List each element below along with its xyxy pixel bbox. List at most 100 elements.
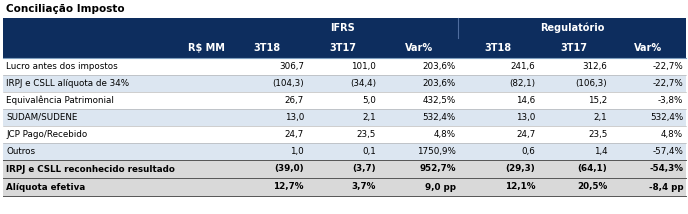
FancyBboxPatch shape xyxy=(458,38,538,58)
FancyBboxPatch shape xyxy=(227,58,307,75)
Text: Equivalência Patrimonial: Equivalência Patrimonial xyxy=(6,96,114,105)
Text: 306,7: 306,7 xyxy=(279,62,304,71)
FancyBboxPatch shape xyxy=(227,143,307,160)
FancyBboxPatch shape xyxy=(379,75,458,92)
FancyBboxPatch shape xyxy=(307,75,379,92)
Text: Alíquota efetiva: Alíquota efetiva xyxy=(6,183,85,192)
FancyBboxPatch shape xyxy=(3,160,227,178)
Text: 1,4: 1,4 xyxy=(594,147,608,156)
FancyBboxPatch shape xyxy=(3,92,227,109)
FancyBboxPatch shape xyxy=(379,109,458,126)
FancyBboxPatch shape xyxy=(307,160,379,178)
FancyBboxPatch shape xyxy=(227,126,307,143)
FancyBboxPatch shape xyxy=(379,126,458,143)
FancyBboxPatch shape xyxy=(227,178,307,196)
Text: SUDAM/SUDENE: SUDAM/SUDENE xyxy=(6,113,78,122)
Text: (39,0): (39,0) xyxy=(275,165,304,174)
FancyBboxPatch shape xyxy=(538,126,610,143)
Text: R$ MM: R$ MM xyxy=(188,43,224,53)
Text: 24,7: 24,7 xyxy=(516,130,535,139)
Text: IFRS: IFRS xyxy=(330,23,355,33)
FancyBboxPatch shape xyxy=(458,92,538,109)
FancyBboxPatch shape xyxy=(227,38,307,58)
FancyBboxPatch shape xyxy=(458,58,538,75)
Text: IRPJ e CSLL reconhecido resultado: IRPJ e CSLL reconhecido resultado xyxy=(6,165,175,174)
Text: 13,0: 13,0 xyxy=(285,113,304,122)
FancyBboxPatch shape xyxy=(227,160,307,178)
FancyBboxPatch shape xyxy=(227,75,307,92)
Text: 9,0 pp: 9,0 pp xyxy=(424,183,455,192)
Text: (34,4): (34,4) xyxy=(350,79,376,88)
Text: 24,7: 24,7 xyxy=(285,130,304,139)
FancyBboxPatch shape xyxy=(379,143,458,160)
FancyBboxPatch shape xyxy=(610,58,686,75)
FancyBboxPatch shape xyxy=(379,58,458,75)
FancyBboxPatch shape xyxy=(610,92,686,109)
Text: IRPJ e CSLL alíquota de 34%: IRPJ e CSLL alíquota de 34% xyxy=(6,79,129,88)
Text: -54,3%: -54,3% xyxy=(649,165,683,174)
FancyBboxPatch shape xyxy=(458,109,538,126)
Text: Lucro antes dos impostos: Lucro antes dos impostos xyxy=(6,62,118,71)
Text: Var%: Var% xyxy=(405,43,433,53)
FancyBboxPatch shape xyxy=(379,92,458,109)
Text: 23,5: 23,5 xyxy=(588,130,608,139)
Text: JCP Pago/Recebido: JCP Pago/Recebido xyxy=(6,130,87,139)
FancyBboxPatch shape xyxy=(227,109,307,126)
FancyBboxPatch shape xyxy=(610,143,686,160)
FancyBboxPatch shape xyxy=(379,38,458,58)
FancyBboxPatch shape xyxy=(458,18,686,38)
Text: 3T18: 3T18 xyxy=(484,43,512,53)
FancyBboxPatch shape xyxy=(610,178,686,196)
FancyBboxPatch shape xyxy=(458,160,538,178)
Text: (82,1): (82,1) xyxy=(509,79,535,88)
Text: 14,6: 14,6 xyxy=(516,96,535,105)
Text: 20,5%: 20,5% xyxy=(577,183,608,192)
FancyBboxPatch shape xyxy=(3,75,227,92)
Text: 4,8%: 4,8% xyxy=(433,130,455,139)
Text: 2,1: 2,1 xyxy=(594,113,608,122)
FancyBboxPatch shape xyxy=(3,126,227,143)
FancyBboxPatch shape xyxy=(538,143,610,160)
Text: 4,8%: 4,8% xyxy=(661,130,683,139)
Text: Conciliação Imposto: Conciliação Imposto xyxy=(6,4,125,14)
FancyBboxPatch shape xyxy=(227,92,307,109)
FancyBboxPatch shape xyxy=(610,109,686,126)
FancyBboxPatch shape xyxy=(538,92,610,109)
Text: -57,4%: -57,4% xyxy=(652,147,683,156)
Text: 3T17: 3T17 xyxy=(561,43,588,53)
FancyBboxPatch shape xyxy=(379,178,458,196)
Text: 101,0: 101,0 xyxy=(351,62,376,71)
FancyBboxPatch shape xyxy=(307,58,379,75)
Text: 12,7%: 12,7% xyxy=(274,183,304,192)
Text: 432,5%: 432,5% xyxy=(422,96,455,105)
FancyBboxPatch shape xyxy=(3,58,227,75)
FancyBboxPatch shape xyxy=(610,126,686,143)
Text: (29,3): (29,3) xyxy=(506,165,535,174)
FancyBboxPatch shape xyxy=(3,109,227,126)
Text: Var%: Var% xyxy=(634,43,662,53)
Text: 2,1: 2,1 xyxy=(363,113,376,122)
Text: 203,6%: 203,6% xyxy=(422,79,455,88)
FancyBboxPatch shape xyxy=(538,58,610,75)
Text: 3T17: 3T17 xyxy=(330,43,356,53)
FancyBboxPatch shape xyxy=(610,75,686,92)
FancyBboxPatch shape xyxy=(3,178,227,196)
Text: 203,6%: 203,6% xyxy=(422,62,455,71)
FancyBboxPatch shape xyxy=(307,38,379,58)
Text: 1,0: 1,0 xyxy=(290,147,304,156)
FancyBboxPatch shape xyxy=(538,75,610,92)
FancyBboxPatch shape xyxy=(3,38,227,58)
FancyBboxPatch shape xyxy=(538,160,610,178)
FancyBboxPatch shape xyxy=(610,38,686,58)
FancyBboxPatch shape xyxy=(610,160,686,178)
Text: Outros: Outros xyxy=(6,147,35,156)
FancyBboxPatch shape xyxy=(458,75,538,92)
FancyBboxPatch shape xyxy=(538,178,610,196)
Text: -8,4 pp: -8,4 pp xyxy=(649,183,683,192)
FancyBboxPatch shape xyxy=(458,143,538,160)
Text: -3,8%: -3,8% xyxy=(658,96,683,105)
FancyBboxPatch shape xyxy=(3,0,686,18)
Text: 3,7%: 3,7% xyxy=(352,183,376,192)
Text: 952,7%: 952,7% xyxy=(419,165,455,174)
FancyBboxPatch shape xyxy=(3,38,686,58)
